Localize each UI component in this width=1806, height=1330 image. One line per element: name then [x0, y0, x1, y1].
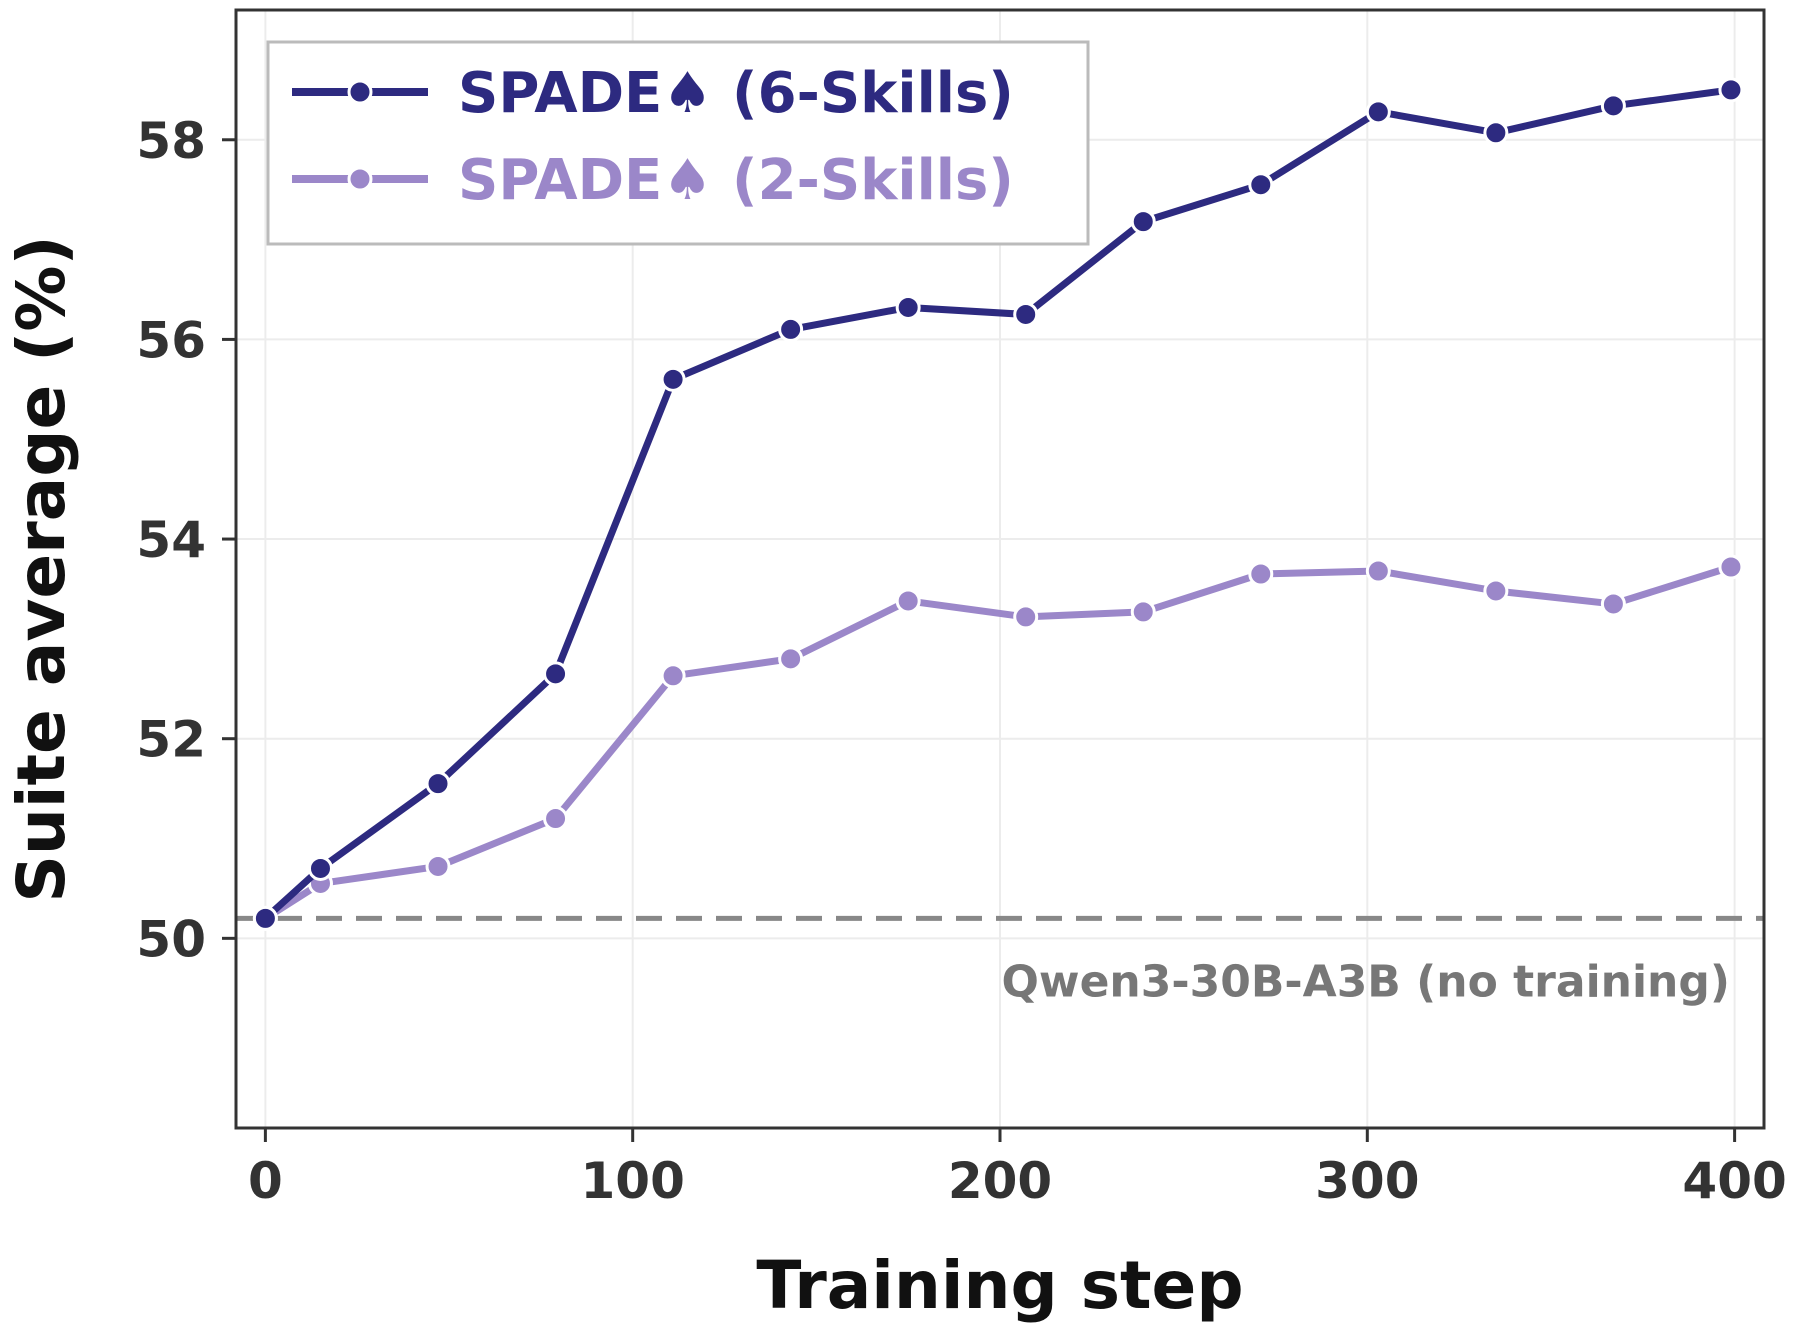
- data-point-0-0: [252, 905, 278, 931]
- legend-box: [266, 40, 1090, 246]
- x-axis-title: Training step: [756, 1247, 1243, 1324]
- data-point-1-5: [778, 646, 804, 672]
- baseline-reference-label: Qwen3-30B-A3B (no training): [1002, 956, 1730, 1007]
- data-point-0-11: [1483, 120, 1509, 146]
- x-tick-label-1: 100: [581, 1152, 685, 1210]
- legend-marker-0: [347, 79, 373, 105]
- data-point-1-12: [1600, 591, 1626, 617]
- data-point-1-4: [660, 663, 686, 689]
- x-axis-ticks: 0 100 200 300 400: [248, 1128, 1787, 1210]
- data-point-0-10: [1365, 99, 1391, 125]
- data-point-0-8: [1130, 209, 1156, 235]
- series-group: [252, 77, 1744, 931]
- data-point-0-9: [1248, 172, 1274, 198]
- data-point-1-7: [1013, 604, 1039, 630]
- data-point-0-3: [543, 661, 569, 687]
- x-tick-label-3: 300: [1315, 1152, 1419, 1210]
- x-tick-label-2: 200: [948, 1152, 1052, 1210]
- data-point-1-13: [1718, 554, 1744, 580]
- data-point-1-11: [1483, 578, 1509, 604]
- data-point-1-6: [895, 588, 921, 614]
- data-point-1-8: [1130, 599, 1156, 625]
- data-point-1-10: [1365, 558, 1391, 584]
- legend-label-0: SPADE♠ (6-Skills): [458, 61, 1014, 126]
- data-point-0-6: [895, 294, 921, 320]
- data-point-0-12: [1600, 93, 1626, 119]
- y-tick-label-0: 50: [136, 910, 206, 968]
- data-point-0-7: [1013, 301, 1039, 327]
- y-axis-title: Suite average (%): [3, 235, 80, 902]
- series-line-0: [261, 86, 1735, 922]
- series-0: [252, 77, 1744, 931]
- data-point-1-2: [425, 853, 451, 879]
- reference-line-group: Qwen3-30B-A3B (no training): [236, 915, 1764, 1007]
- y-tick-label-2: 54: [136, 511, 206, 569]
- data-point-1-9: [1248, 561, 1274, 587]
- y-axis-ticks: 50 52 54 56 58: [136, 112, 236, 968]
- data-point-0-13: [1718, 77, 1744, 103]
- y-tick-label-3: 56: [136, 311, 206, 369]
- data-point-0-2: [425, 771, 451, 797]
- series-line-1: [261, 563, 1735, 922]
- series-1: [252, 554, 1744, 931]
- data-point-0-5: [778, 316, 804, 342]
- legend-label-1: SPADE♠ (2-Skills): [458, 148, 1014, 213]
- y-tick-label-1: 52: [136, 711, 206, 769]
- y-tick-label-4: 58: [136, 112, 206, 170]
- x-tick-label-0: 0: [248, 1152, 283, 1210]
- x-tick-label-4: 400: [1682, 1152, 1786, 1210]
- data-point-0-4: [660, 366, 686, 392]
- data-point-1-3: [543, 806, 569, 832]
- data-point-0-1: [307, 855, 333, 881]
- legend-marker-1: [347, 166, 373, 192]
- legend: SPADE♠ (6-Skills) SPADE♠ (2-Skills): [266, 40, 1090, 246]
